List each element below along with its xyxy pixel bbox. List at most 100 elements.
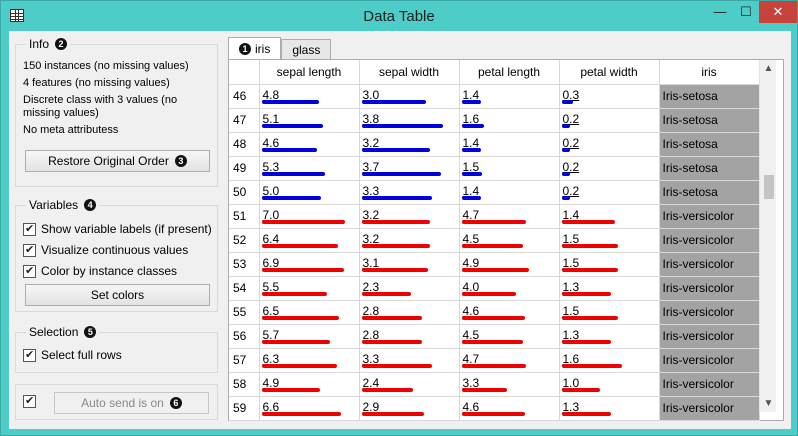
value-cell[interactable]: 2.8 <box>359 300 460 325</box>
value-cell[interactable]: 2.3 <box>359 276 460 301</box>
row-index[interactable]: 58 <box>229 372 260 397</box>
value-cell[interactable]: 3.0 <box>359 84 460 109</box>
table-row[interactable]: 47 5.1 3.8 1.6 0.2 Iris-setosa <box>229 108 760 133</box>
restore-order-button[interactable]: Restore Original Order 3 <box>25 150 210 172</box>
table-row[interactable]: 54 5.5 2.3 4.0 1.3 Iris-versicolor <box>229 276 760 301</box>
table-row[interactable]: 55 6.5 2.8 4.6 1.5 Iris-versicolor <box>229 300 760 325</box>
value-cell[interactable]: 5.0 <box>259 180 360 205</box>
value-cell[interactable]: 0.3 <box>559 84 660 109</box>
class-cell[interactable]: Iris-versicolor <box>659 204 760 229</box>
value-cell[interactable]: 5.5 <box>259 276 360 301</box>
value-cell[interactable]: 4.8 <box>259 84 360 109</box>
value-cell[interactable]: 4.7 <box>459 348 560 373</box>
scroll-down-icon[interactable]: ▼ <box>763 398 774 409</box>
auto-send-checkbox[interactable] <box>23 394 36 408</box>
value-cell[interactable]: 3.3 <box>359 348 460 373</box>
value-cell[interactable]: 4.5 <box>459 324 560 349</box>
value-cell[interactable]: 4.0 <box>459 276 560 301</box>
color-by-class-checkbox[interactable]: Color by instance classes <box>23 264 177 278</box>
value-cell[interactable]: 1.3 <box>559 324 660 349</box>
row-index[interactable]: 46 <box>229 84 260 109</box>
value-cell[interactable]: 4.9 <box>259 372 360 397</box>
table-row[interactable]: 59 6.6 2.9 4.6 1.3 Iris-versicolor <box>229 396 760 421</box>
maximize-button[interactable]: ☐ <box>740 4 752 19</box>
class-cell[interactable]: Iris-setosa <box>659 132 760 157</box>
class-cell[interactable]: Iris-versicolor <box>659 348 760 373</box>
tab-iris[interactable]: 1 iris <box>228 37 282 59</box>
row-index[interactable]: 47 <box>229 108 260 133</box>
table-row[interactable]: 51 7.0 3.2 4.7 1.4 Iris-versicolor <box>229 204 760 229</box>
class-cell[interactable]: Iris-versicolor <box>659 372 760 397</box>
column-header[interactable]: sepal length <box>259 60 360 85</box>
value-cell[interactable]: 2.4 <box>359 372 460 397</box>
checkbox-box[interactable] <box>23 243 36 257</box>
value-cell[interactable]: 5.3 <box>259 156 360 181</box>
column-header[interactable]: sepal width <box>359 60 460 85</box>
value-cell[interactable]: 6.9 <box>259 252 360 277</box>
value-cell[interactable]: 1.4 <box>559 204 660 229</box>
column-header[interactable]: petal length <box>459 60 560 85</box>
class-cell[interactable]: Iris-setosa <box>659 180 760 205</box>
value-cell[interactable]: 3.2 <box>359 204 460 229</box>
value-cell[interactable]: 2.8 <box>359 324 460 349</box>
scroll-thumb[interactable] <box>764 175 774 199</box>
row-index[interactable]: 55 <box>229 300 260 325</box>
table-row[interactable]: 53 6.9 3.1 4.9 1.5 Iris-versicolor <box>229 252 760 277</box>
row-index[interactable]: 57 <box>229 348 260 373</box>
row-index[interactable]: 53 <box>229 252 260 277</box>
value-cell[interactable]: 4.9 <box>459 252 560 277</box>
value-cell[interactable]: 0.2 <box>559 156 660 181</box>
value-cell[interactable]: 3.7 <box>359 156 460 181</box>
value-cell[interactable]: 1.5 <box>559 252 660 277</box>
value-cell[interactable]: 1.4 <box>459 132 560 157</box>
value-cell[interactable]: 1.3 <box>559 276 660 301</box>
value-cell[interactable]: 0.2 <box>559 108 660 133</box>
class-cell[interactable]: Iris-versicolor <box>659 276 760 301</box>
row-index[interactable]: 48 <box>229 132 260 157</box>
value-cell[interactable]: 4.6 <box>259 132 360 157</box>
row-index[interactable]: 49 <box>229 156 260 181</box>
value-cell[interactable]: 0.2 <box>559 180 660 205</box>
class-cell[interactable]: Iris-versicolor <box>659 324 760 349</box>
value-cell[interactable]: 1.6 <box>459 108 560 133</box>
checkbox-box[interactable] <box>23 348 36 362</box>
value-cell[interactable]: 4.7 <box>459 204 560 229</box>
vertical-scrollbar[interactable]: ▲ ▼ <box>759 60 776 412</box>
visualize-values-checkbox[interactable]: Visualize continuous values <box>23 243 188 257</box>
value-cell[interactable]: 1.0 <box>559 372 660 397</box>
close-button[interactable]: ✕ <box>759 1 797 23</box>
value-cell[interactable]: 4.6 <box>459 396 560 421</box>
checkbox-box[interactable] <box>23 222 36 236</box>
class-cell[interactable]: Iris-setosa <box>659 156 760 181</box>
table-row[interactable]: 50 5.0 3.3 1.4 0.2 Iris-setosa <box>229 180 760 205</box>
scroll-up-icon[interactable]: ▲ <box>763 63 774 74</box>
value-cell[interactable]: 7.0 <box>259 204 360 229</box>
value-cell[interactable]: 3.3 <box>359 180 460 205</box>
value-cell[interactable]: 1.5 <box>459 156 560 181</box>
class-cell[interactable]: Iris-versicolor <box>659 396 760 421</box>
value-cell[interactable]: 6.3 <box>259 348 360 373</box>
table-row[interactable]: 57 6.3 3.3 4.7 1.6 Iris-versicolor <box>229 348 760 373</box>
value-cell[interactable]: 3.2 <box>359 228 460 253</box>
table-row[interactable]: 58 4.9 2.4 3.3 1.0 Iris-versicolor <box>229 372 760 397</box>
value-cell[interactable]: 4.5 <box>459 228 560 253</box>
set-colors-button[interactable]: Set colors <box>25 284 210 306</box>
auto-send-button[interactable]: Auto send is on 6 <box>54 392 209 414</box>
checkbox-box[interactable] <box>23 394 36 408</box>
value-cell[interactable]: 0.2 <box>559 132 660 157</box>
table-row[interactable]: 46 4.8 3.0 1.4 0.3 Iris-setosa <box>229 84 760 109</box>
value-cell[interactable]: 1.5 <box>559 228 660 253</box>
value-cell[interactable]: 6.5 <box>259 300 360 325</box>
class-cell[interactable]: Iris-versicolor <box>659 252 760 277</box>
class-cell[interactable]: Iris-setosa <box>659 84 760 109</box>
show-labels-checkbox[interactable]: Show variable labels (if present) <box>23 222 212 236</box>
row-index[interactable]: 56 <box>229 324 260 349</box>
row-index[interactable]: 51 <box>229 204 260 229</box>
checkbox-box[interactable] <box>23 264 36 278</box>
value-cell[interactable]: 2.9 <box>359 396 460 421</box>
value-cell[interactable]: 1.3 <box>559 396 660 421</box>
value-cell[interactable]: 3.3 <box>459 372 560 397</box>
row-index[interactable]: 54 <box>229 276 260 301</box>
class-cell[interactable]: Iris-versicolor <box>659 228 760 253</box>
minimize-button[interactable]: — <box>713 4 727 19</box>
